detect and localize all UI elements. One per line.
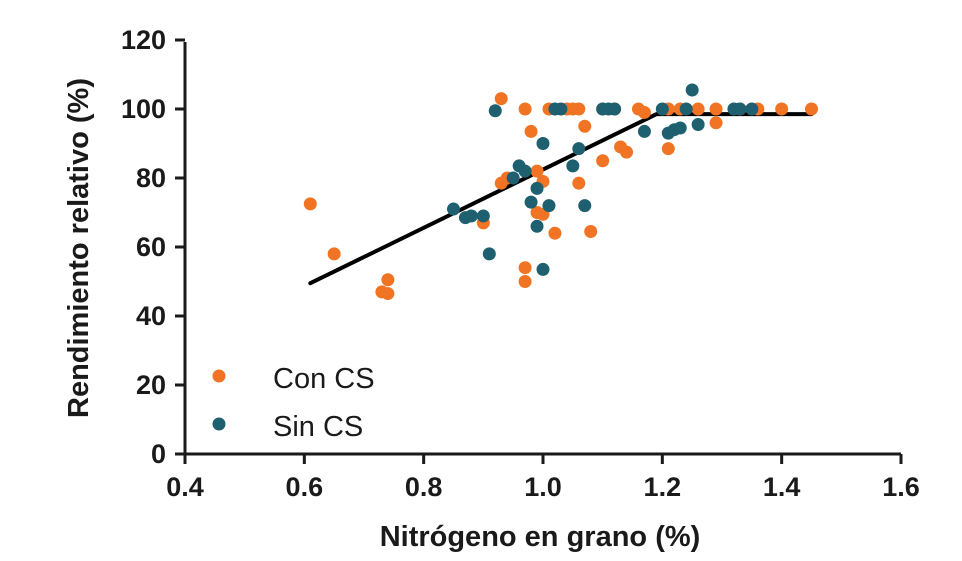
data-point-con-cs <box>637 105 651 119</box>
data-point-sin-cs <box>476 209 490 223</box>
data-point-sin-cs <box>488 104 502 118</box>
y-tick-label: 20 <box>136 370 166 400</box>
x-tick-label: 0.6 <box>286 472 324 502</box>
data-point-sin-cs <box>554 102 568 116</box>
data-point-con-cs <box>709 102 723 116</box>
legend-marker-sin-cs <box>212 417 226 431</box>
x-tick-label: 1.0 <box>524 472 562 502</box>
data-point-con-cs <box>494 92 508 106</box>
y-tick-label: 80 <box>136 163 166 193</box>
data-point-con-cs <box>518 102 532 116</box>
y-ticks: 0 20 40 60 80 100 120 <box>121 25 185 469</box>
data-point-con-cs <box>596 154 610 168</box>
data-point-con-cs <box>548 226 562 240</box>
y-tick-label: 40 <box>136 301 166 331</box>
data-point-sin-cs <box>679 102 693 116</box>
data-point-sin-cs <box>733 102 747 116</box>
data-point-con-cs <box>381 287 395 301</box>
legend-label-sin-cs: Sin CS <box>273 411 363 443</box>
data-point-con-cs <box>661 142 675 156</box>
data-point-sin-cs <box>482 247 496 261</box>
y-tick-label: 60 <box>136 232 166 262</box>
data-point-sin-cs <box>691 118 705 132</box>
data-point-con-cs <box>518 261 532 275</box>
data-point-sin-cs <box>447 202 460 216</box>
y-tick-label: 120 <box>121 25 166 55</box>
data-point-sin-cs <box>530 181 544 195</box>
x-tick-label: 0.4 <box>166 472 204 502</box>
data-point-sin-cs <box>542 199 556 213</box>
data-point-con-cs <box>709 116 723 130</box>
data-point-sin-cs <box>578 199 592 213</box>
data-point-con-cs <box>572 176 586 190</box>
data-point-sin-cs <box>566 159 580 173</box>
data-point-con-cs <box>303 197 317 211</box>
data-point-sin-cs <box>685 83 699 97</box>
data-point-con-cs <box>381 273 395 287</box>
x-tick-label: 0.8 <box>405 472 443 502</box>
data-point-sin-cs <box>536 262 550 276</box>
x-tick-label: 1.4 <box>763 472 801 502</box>
data-point-sin-cs <box>655 102 669 116</box>
data-point-con-cs <box>691 102 705 116</box>
data-point-sin-cs <box>637 124 651 138</box>
legend-marker-con-cs <box>212 369 226 383</box>
data-point-sin-cs <box>464 209 478 223</box>
y-axis-title: Rendimiento relativo (%) <box>63 78 95 418</box>
data-point-sin-cs <box>506 171 520 185</box>
data-point-con-cs <box>518 275 532 288</box>
x-tick-label: 1.6 <box>882 472 920 502</box>
data-point-sin-cs <box>530 219 544 233</box>
x-tick-label: 1.2 <box>644 472 682 502</box>
data-point-con-cs <box>578 119 592 133</box>
data-point-sin-cs <box>745 102 759 116</box>
x-axis-title: Nitrógeno en grano (%) <box>380 521 701 553</box>
data-point-sin-cs <box>608 102 622 116</box>
legend: Con CS Sin CS <box>212 363 375 443</box>
legend-label-con-cs: Con CS <box>273 363 375 395</box>
fit-line <box>308 112 814 286</box>
data-point-sin-cs <box>524 195 538 209</box>
data-point-sin-cs <box>518 164 532 178</box>
data-point-con-cs <box>620 145 634 159</box>
data-point-con-cs <box>524 124 538 138</box>
y-tick-label: 100 <box>121 94 166 124</box>
data-point-con-cs <box>584 224 598 238</box>
data-point-sin-cs <box>572 142 586 156</box>
y-tick-label: 0 <box>151 439 166 469</box>
x-ticks: 0.4 0.6 0.8 1.0 1.2 1.4 1.6 <box>166 454 920 502</box>
data-point-con-cs <box>530 164 544 178</box>
data-point-sin-cs <box>673 121 687 135</box>
fit-line-layer <box>308 112 814 286</box>
data-point-con-cs <box>572 102 586 116</box>
data-point-sin-cs <box>536 137 550 150</box>
data-point-con-cs <box>805 102 818 116</box>
data-point-con-cs <box>327 247 341 261</box>
data-point-con-cs <box>775 102 789 116</box>
points-layer <box>303 83 818 301</box>
